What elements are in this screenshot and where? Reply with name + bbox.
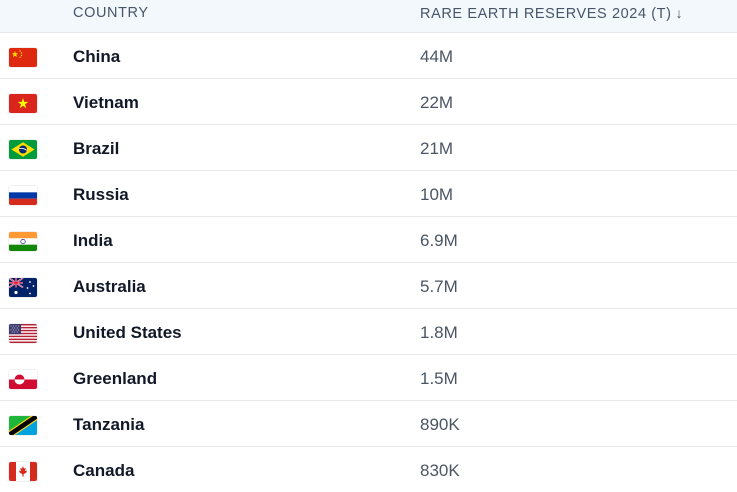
reserves-value: 6.9M [420, 231, 458, 250]
country-name: Australia [73, 277, 146, 296]
reserves-value: 44M [420, 47, 454, 66]
country-name: India [73, 231, 113, 250]
country-name: Canada [73, 461, 135, 480]
reserves-value: 830K [420, 461, 460, 480]
tanzania-flag-icon [9, 416, 37, 435]
country-name: Tanzania [73, 415, 145, 434]
table-row[interactable]: Brazil 21M [0, 125, 737, 171]
table-row[interactable]: India 6.9M [0, 217, 737, 263]
table-row[interactable]: Australia 5.7M [0, 263, 737, 309]
india-flag-icon [9, 232, 37, 251]
table-row[interactable]: Tanzania 890K [0, 401, 737, 447]
country-name: Brazil [73, 139, 120, 158]
table-row[interactable]: Canada 830K [0, 447, 737, 492]
united-states-flag-icon [9, 324, 37, 343]
reserves-value: 22M [420, 93, 454, 112]
table-row[interactable]: Vietnam 22M [0, 79, 737, 125]
reserves-value: 890K [420, 415, 460, 434]
table-row[interactable]: Greenland 1.5M [0, 355, 737, 401]
table-row[interactable]: China 44M [0, 33, 737, 79]
country-name: Vietnam [73, 93, 139, 112]
greenland-flag-icon [9, 370, 37, 389]
column-header-country[interactable]: COUNTRY [73, 5, 149, 21]
table-row[interactable]: United States 1.8M [0, 309, 737, 355]
vietnam-flag-icon [9, 94, 37, 113]
reserves-value: 10M [420, 185, 454, 204]
table-row[interactable]: Russia 10M [0, 171, 737, 217]
reserves-value: 5.7M [420, 277, 458, 296]
china-flag-icon [9, 48, 37, 67]
brazil-flag-icon [9, 140, 37, 159]
country-name: Russia [73, 185, 129, 204]
column-header-reserves[interactable]: RARE EARTH RESERVES 2024 (T) ↓ [420, 5, 683, 22]
reserves-value: 1.5M [420, 369, 458, 388]
reserves-value: 1.8M [420, 323, 458, 342]
russia-flag-icon [9, 186, 37, 205]
country-name: Greenland [73, 369, 158, 388]
country-name: China [73, 47, 121, 66]
column-header-reserves-label: RARE EARTH RESERVES 2024 (T) [420, 6, 672, 22]
reserves-value: 21M [420, 139, 454, 158]
sort-descending-icon[interactable]: ↓ [675, 5, 684, 21]
table-header: COUNTRY RARE EARTH RESERVES 2024 (T) ↓ [0, 0, 737, 33]
australia-flag-icon [9, 278, 37, 297]
country-name: United States [73, 323, 182, 342]
canada-flag-icon [9, 462, 37, 481]
